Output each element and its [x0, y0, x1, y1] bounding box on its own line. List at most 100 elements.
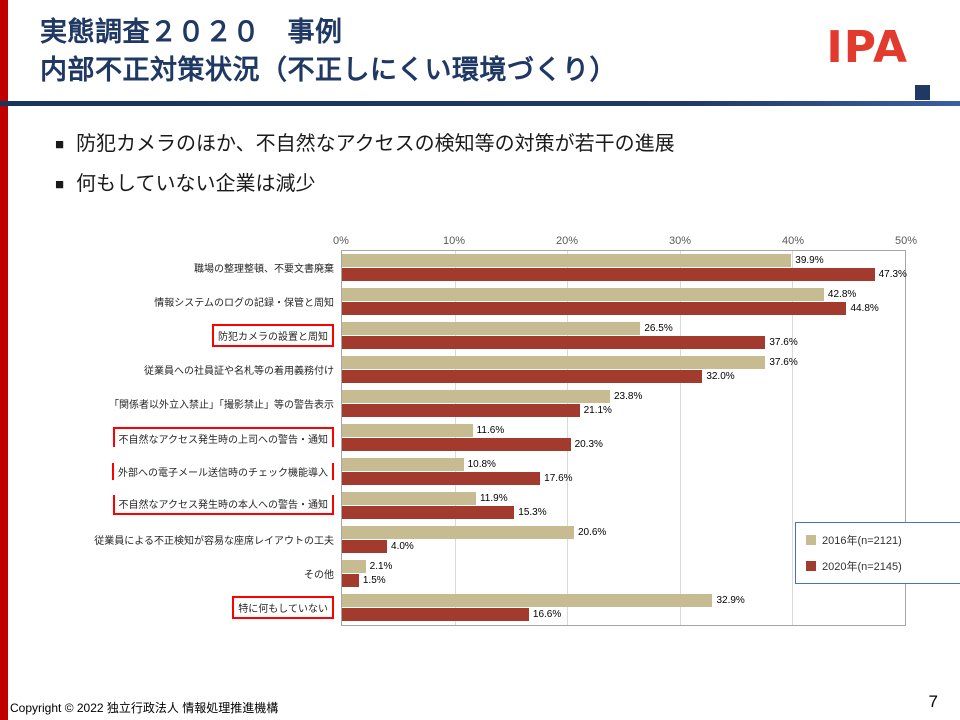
- x-axis-tick-label: 0%: [333, 235, 349, 247]
- legend-label: 2016年(n=2121): [822, 535, 902, 547]
- bar-series-0: [342, 254, 792, 267]
- gridline: [792, 251, 794, 625]
- slide-title: 実態調査２０２０ 事例 内部不正対策状況（不正しにくい環境づくり）: [40, 14, 800, 90]
- bar-series-0: [342, 322, 641, 335]
- category-label-row: その他: [115, 556, 341, 590]
- category-label-row: 従業員への社員証や名札等の着用義務付け: [115, 352, 341, 386]
- value-label: 37.6%: [769, 337, 798, 348]
- category-label-row: 不自然なアクセス発生時の本人への警告・通知: [112, 488, 341, 522]
- category-label: 職場の整理整頓、不要文書廃棄: [194, 263, 334, 275]
- value-label: 32.9%: [716, 595, 745, 606]
- title-line-1: 実態調査２０２０ 事例: [40, 17, 343, 47]
- legend-label: 2020年(n=2145): [822, 561, 902, 573]
- value-label: 37.6%: [769, 357, 798, 368]
- value-label: 10.8%: [467, 459, 496, 470]
- category-label: 「関係者以外立入禁止」「撮影禁止」等の警告表示: [109, 399, 334, 411]
- value-label: 21.1%: [583, 405, 612, 416]
- bullet-text: 防犯カメラのほか、不自然なアクセスの検知等の対策が若干の進展: [76, 133, 675, 155]
- value-label: 26.5%: [644, 323, 673, 334]
- bar-series-1: [342, 302, 847, 315]
- value-label: 44.8%: [850, 303, 879, 314]
- copyright-text: Copyright © 2022 独立行政法人 情報処理推進機構: [10, 701, 279, 715]
- ipa-logo: IPA: [826, 22, 908, 73]
- category-label-row: 特に何もしていない: [115, 590, 341, 624]
- bar-series-1: [342, 404, 580, 417]
- bar-series-0: [342, 288, 824, 301]
- category-label-row: 外部への電子メール送信時のチェック機能導入: [112, 454, 341, 488]
- bar-row: 39.9% 47.3%: [342, 251, 907, 285]
- value-label: 20.6%: [577, 527, 607, 538]
- category-label-row: 不自然なアクセス発生時の上司への警告・通知: [112, 420, 341, 454]
- plot-area: 39.9% 47.3% 42.8% 44.8% 26.5% 37.6% 37.6% 32.0%…: [341, 250, 907, 626]
- x-axis-ticks: 0% 10% 20% 30% 40% 50%: [333, 230, 917, 250]
- value-label: 1.5%: [362, 575, 386, 586]
- category-label-row: 職場の整理整頓、不要文書廃棄: [115, 250, 341, 284]
- bar-series-0: [342, 356, 766, 369]
- bar-row: 37.6% 32.0%: [342, 353, 905, 387]
- bar-series-0: [342, 390, 610, 403]
- bar-series-1: [342, 540, 388, 553]
- value-label: 42.8%: [827, 289, 857, 300]
- bar-row: 11.9% 15.3%: [342, 489, 905, 523]
- category-label-highlighted: 防犯カメラの設置と周知: [212, 323, 334, 347]
- bar-chart: 0% 10% 20% 30% 40% 50% 職場の整理整頓、不要文書廃棄情報システムのロ…: [94, 230, 960, 626]
- page-number: 7: [928, 692, 938, 711]
- bar-series-0: [342, 594, 713, 607]
- bullet-item: ■ 何もしていない企業は減少: [55, 170, 675, 198]
- bar-series-1: [342, 438, 571, 451]
- chart-legend: 2016年(n=2121) 2020年(n=2145): [795, 522, 960, 584]
- x-axis-tick-label: 40%: [781, 235, 805, 247]
- bar-series-1: [342, 574, 359, 587]
- value-label: 4.0%: [391, 541, 414, 552]
- x-axis-tick-label: 10%: [442, 235, 466, 247]
- legend-swatch: [806, 535, 816, 545]
- bar-series-0: [342, 526, 574, 539]
- x-axis-tick-label: 30%: [668, 235, 692, 247]
- bar-row: 32.9% 16.6%: [342, 591, 905, 625]
- bullet-square-icon: ■: [55, 176, 65, 193]
- bullet-item: ■ 防犯カメラのほか、不自然なアクセスの検知等の対策が若干の進展: [55, 130, 675, 158]
- bullet-text: 何もしていない企業は減少: [76, 173, 316, 195]
- bar-row: 2.1% 1.5%: [342, 557, 905, 591]
- category-label: 従業員による不正検知が容易な座席レイアウトの工夫: [94, 535, 334, 547]
- bar-row: 20.6% 4.0%: [342, 523, 905, 557]
- bar-series-0: [342, 492, 476, 505]
- category-label-highlighted: 外部への電子メール送信時のチェック機能導入: [112, 462, 334, 480]
- legend-swatch: [806, 561, 816, 571]
- category-label-highlighted: 不自然なアクセス発生時の本人への警告・通知: [112, 495, 334, 515]
- bar-series-1: [342, 608, 529, 621]
- value-label: 11.6%: [476, 425, 505, 436]
- gridline: [679, 251, 681, 625]
- left-red-stripe: [0, 0, 8, 720]
- header-accent-square: [915, 85, 930, 100]
- x-axis-tick-label: 50%: [894, 235, 918, 247]
- value-label: 17.6%: [544, 473, 573, 484]
- bar-series-1: [342, 336, 766, 349]
- bullet-list: ■ 防犯カメラのほか、不自然なアクセスの検知等の対策が若干の進展 ■ 何もしてい…: [55, 130, 675, 210]
- bar-series-1: [342, 370, 703, 383]
- x-axis-tick-label: 20%: [555, 235, 579, 247]
- legend-entry: 2020年(n=2145): [806, 558, 954, 574]
- category-label-row: 情報システムのログの記録・保管と周知: [115, 284, 341, 318]
- bar-row: 26.5% 37.6%: [342, 319, 905, 353]
- category-label: 従業員への社員証や名札等の着用義務付け: [144, 365, 334, 377]
- bar-row: 10.8% 17.6%: [342, 455, 905, 489]
- bar-row: 23.8% 21.1%: [342, 387, 905, 421]
- bar-row: 42.8% 44.8%: [342, 285, 905, 319]
- bullet-square-icon: ■: [55, 136, 65, 153]
- category-label-highlighted: 特に何もしていない: [232, 595, 334, 619]
- bar-series-1: [342, 268, 875, 281]
- category-label-row: 従業員による不正検知が容易な座席レイアウトの工夫: [94, 522, 341, 556]
- bar-series-0: [342, 458, 464, 471]
- bar-series-0: [342, 560, 366, 573]
- value-label: 23.8%: [613, 391, 643, 402]
- category-label-row: 防犯カメラの設置と周知: [115, 318, 341, 352]
- category-label-row: 「関係者以外立入禁止」「撮影禁止」等の警告表示: [109, 386, 341, 420]
- bar-row: 11.6% 20.3%: [342, 421, 905, 455]
- chart-body: 職場の整理整頓、不要文書廃棄情報システムのログの記録・保管と周知防犯カメラの設置…: [94, 250, 907, 626]
- value-label: 47.3%: [878, 269, 907, 280]
- bar-series-1: [342, 472, 541, 485]
- bar-series-1: [342, 506, 515, 519]
- category-label: その他: [304, 569, 334, 581]
- value-label: 20.3%: [574, 439, 603, 450]
